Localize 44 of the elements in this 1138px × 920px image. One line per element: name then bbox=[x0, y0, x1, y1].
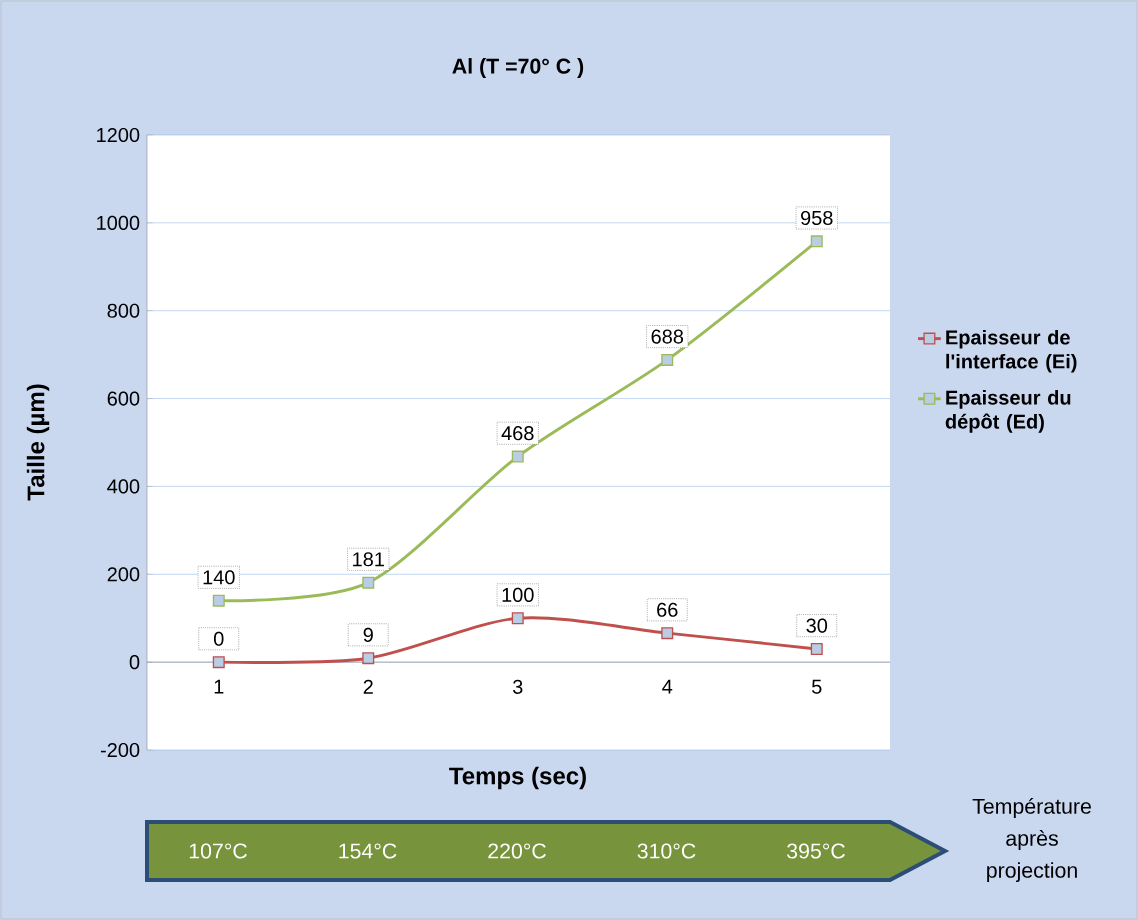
x-tick-label: 2 bbox=[363, 679, 373, 694]
point bbox=[810, 642, 823, 655]
x-tick-label: 3 bbox=[512, 679, 523, 694]
data-label: 688 bbox=[651, 329, 684, 344]
x-tick-label: 4 bbox=[662, 679, 673, 694]
text: 395°C bbox=[787, 843, 845, 859]
data-label: 100 bbox=[502, 587, 534, 602]
point bbox=[511, 612, 524, 625]
y-tick-label: 800 bbox=[107, 303, 140, 318]
y-tick-label: 1200 bbox=[97, 127, 140, 143]
text: 107°C bbox=[189, 843, 247, 859]
point bbox=[212, 656, 225, 669]
y-tick-label: 400 bbox=[107, 479, 140, 494]
x-tick-label: 1 bbox=[214, 679, 224, 694]
point bbox=[661, 353, 674, 366]
data-label: 958 bbox=[801, 210, 833, 226]
data-label: 140 bbox=[203, 570, 235, 585]
point bbox=[810, 235, 823, 248]
y-tick-label: 200 bbox=[107, 567, 140, 582]
legend-label: Epaisseur du dépôt (Ed) bbox=[945, 390, 1071, 433]
y-tick-label: 0 bbox=[129, 655, 140, 670]
point bbox=[362, 652, 375, 665]
text: 220°C bbox=[488, 843, 546, 859]
data-label: 181 bbox=[353, 552, 384, 567]
chart-title: Al (T =70° C ) bbox=[452, 58, 584, 78]
y-tick-label: 1000 bbox=[97, 215, 140, 230]
x-tick-label: 5 bbox=[811, 679, 822, 694]
text: 154°C bbox=[339, 843, 397, 859]
data-label: 30 bbox=[806, 618, 828, 633]
data-label: 9 bbox=[363, 627, 373, 642]
point bbox=[661, 627, 674, 640]
data-label: 0 bbox=[213, 631, 224, 646]
y-axis-title: Taille (µm) bbox=[26, 384, 50, 501]
point bbox=[362, 576, 375, 589]
data-label: 468 bbox=[501, 426, 534, 441]
text: 310°C bbox=[637, 843, 696, 859]
x-axis-title: Temps (sec) bbox=[449, 766, 586, 790]
point bbox=[511, 450, 524, 463]
point bbox=[212, 594, 225, 607]
y-tick-label: -200 bbox=[100, 742, 140, 758]
text: Température après projection bbox=[972, 797, 1091, 883]
y-tick-label: 600 bbox=[107, 391, 140, 406]
data-label: 66 bbox=[657, 602, 678, 617]
legend-label: Epaisseur de l'interface (Ei) bbox=[946, 329, 1077, 373]
